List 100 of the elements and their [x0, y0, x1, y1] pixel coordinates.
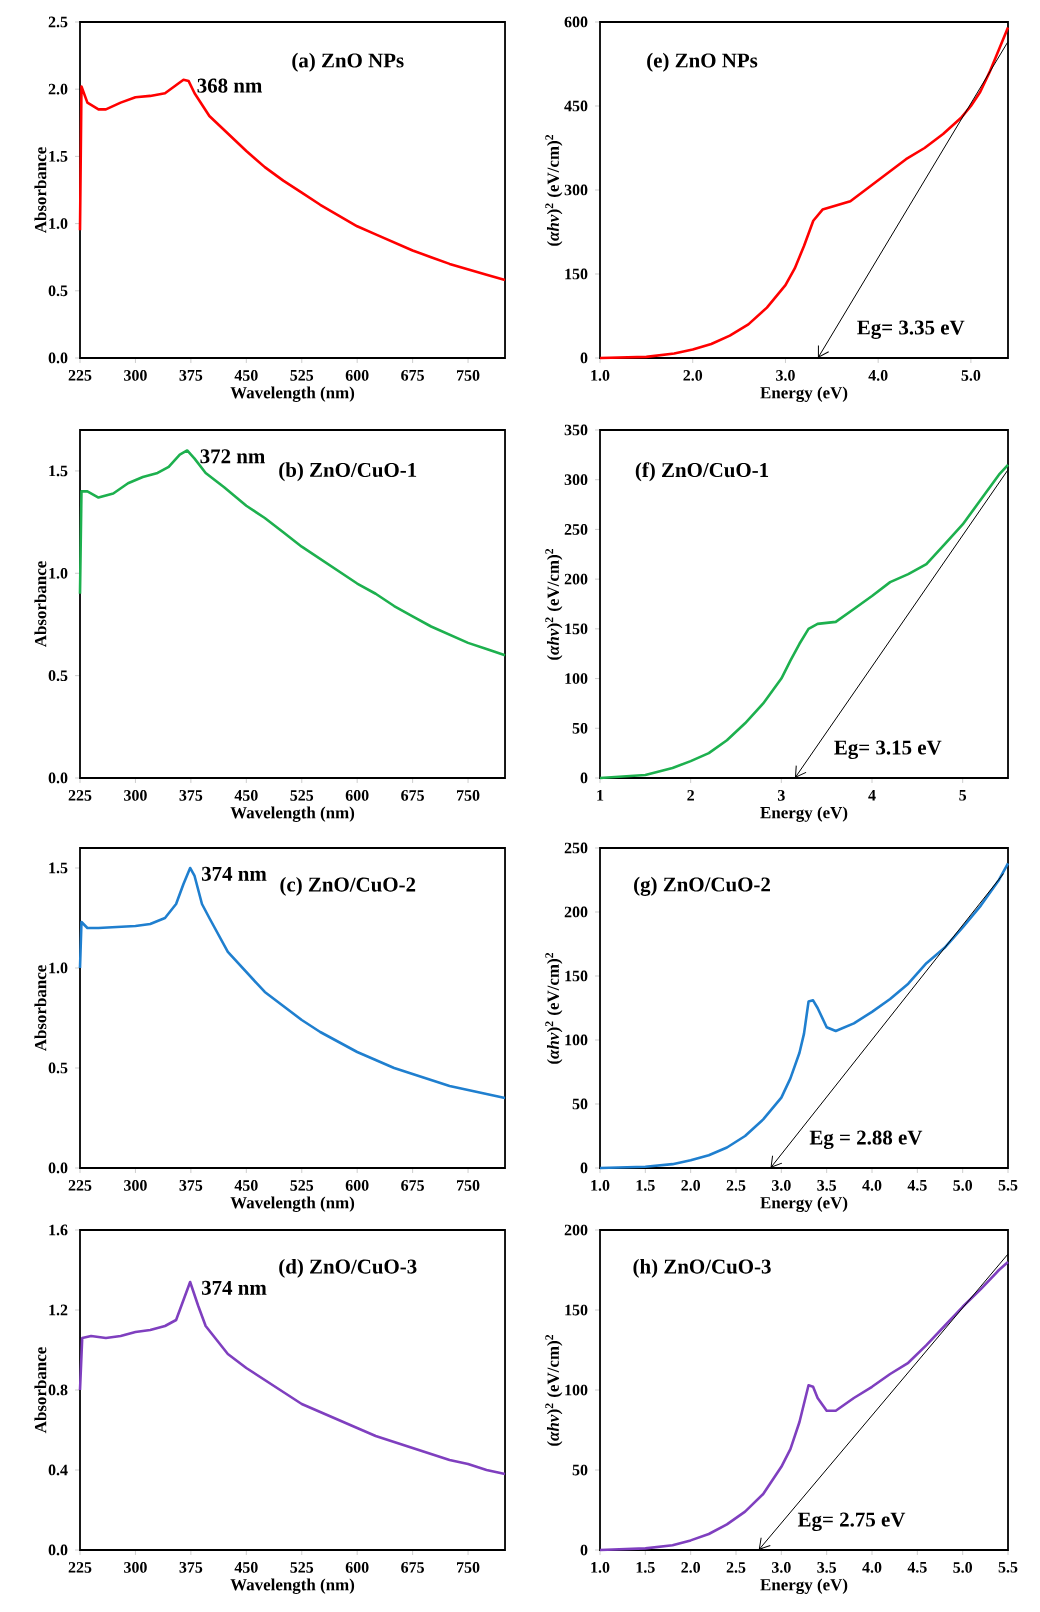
x-tick-label: 300 [124, 1562, 147, 1573]
y-tick-label: 0.8 [48, 1384, 68, 1396]
y-tick-label: 0 [580, 352, 588, 364]
line-series [598, 1260, 1010, 1552]
x-tick-label: 5.5 [998, 1562, 1018, 1573]
x-tick-label: 525 [290, 370, 314, 381]
annotation: Eg= 3.35 eV [857, 320, 965, 339]
y-axis-title: Absorbance [34, 147, 47, 234]
x-tick-label: 5.0 [961, 370, 981, 381]
x-axis-title: Wavelength (nm) [230, 1578, 355, 1594]
text: (g) ZnO/CuO-2 [634, 876, 770, 896]
x-tick-label: 300 [124, 790, 147, 801]
y-tick-label: 0.5 [48, 1062, 68, 1074]
x-tick-label: 600 [345, 1180, 369, 1191]
x-tick-label: 675 [401, 1562, 424, 1573]
x-tick-label: 375 [179, 370, 203, 381]
y-tick-label: 150 [565, 970, 588, 982]
x-tick-label: 225 [68, 1562, 92, 1573]
x-tick-label: 525 [290, 1562, 314, 1573]
y-tick-label: 450 [564, 100, 588, 112]
text: (d) ZnO/CuO-3 [279, 1258, 417, 1278]
y-tick-label: 0.0 [48, 1544, 68, 1556]
x-tick-label: 4 [868, 790, 876, 801]
x-tick-label: 225 [68, 370, 92, 381]
x-tick-label: 4.0 [862, 1562, 882, 1573]
x-tick-label: 5.0 [953, 1180, 973, 1191]
text: (h) ZnO/CuO-3 [633, 1258, 771, 1278]
y-tick-label: 150 [565, 623, 588, 635]
y-tick-label: 0.0 [48, 1162, 68, 1174]
y-tick-label: 100 [565, 1034, 588, 1046]
y-tick-label: 0 [580, 772, 588, 784]
y-tick-label: 100 [565, 673, 588, 684]
y-tick-label: 150 [565, 268, 588, 280]
y-axis-title: (αhν)$^{2}$ (eV/cm)$^{2}$ [545, 548, 563, 660]
y-tick-label: 100 [565, 1384, 588, 1396]
x-axis-title: Energy (eV) [760, 386, 848, 403]
x-tick-label: 375 [179, 790, 203, 801]
annotation: Eg= 2.75 eV [797, 1512, 906, 1532]
x-tick-label: 2.5 [726, 1562, 746, 1573]
y-tick-label: 600 [564, 16, 588, 28]
x-tick-label: 1.5 [636, 1180, 655, 1191]
y-tick-label: 0.5 [48, 670, 68, 682]
x-tick-label: 675 [401, 1180, 424, 1191]
y-tick-label: 50 [572, 1464, 588, 1476]
y-tick-label: 300 [564, 474, 588, 486]
annotation: Eg= 3.15 eV [834, 740, 942, 759]
y-tick-label: 0 [580, 1162, 588, 1174]
x-tick-label: 1.5 [636, 1562, 655, 1573]
x-tick-label: 3.0 [771, 1562, 791, 1573]
text: (c) ZnO/CuO-2 [280, 876, 416, 896]
x-tick-label: 2.0 [681, 1562, 701, 1573]
y-tick-label: 200 [564, 906, 588, 918]
x-tick-label: 750 [457, 1562, 480, 1573]
x-tick-label: 3.0 [776, 370, 795, 381]
x-tick-label: 2 [687, 790, 694, 801]
x-axis-title: Wavelength (nm) [230, 806, 355, 822]
x-tick-label: 300 [124, 370, 147, 381]
x-tick-label: 300 [124, 1180, 147, 1191]
y-tick-label: 1.0 [49, 567, 68, 579]
x-tick-label: 3 [777, 790, 785, 801]
x-tick-label: 1.0 [591, 370, 610, 381]
x-tick-label: 750 [457, 370, 480, 381]
y-tick-label: 50 [572, 1098, 588, 1110]
x-tick-label: 450 [234, 370, 258, 381]
text: (a) ZnO NPs [292, 52, 404, 72]
annotation: 372 nm [200, 449, 265, 464]
x-tick-label: 750 [457, 1180, 480, 1191]
y-axis-title: Absorbance [34, 561, 47, 648]
y-tick-label: 0.4 [48, 1464, 68, 1476]
y-tick-label: 1.6 [49, 1224, 68, 1236]
x-axis-title: Energy (eV) [760, 806, 848, 822]
y-tick-label: 1.2 [49, 1304, 68, 1316]
x-tick-label: 675 [401, 370, 424, 381]
y-tick-label: 200 [564, 573, 588, 585]
x-tick-label: 450 [234, 1562, 258, 1573]
x-axis-title: Wavelength (nm) [230, 386, 355, 402]
x-tick-label: 2.0 [681, 1180, 701, 1191]
x-tick-label: 4.0 [868, 370, 888, 381]
x-tick-label: 600 [345, 1562, 369, 1573]
x-tick-label: 375 [179, 1180, 203, 1191]
y-tick-label: 150 [565, 1304, 588, 1316]
x-tick-label: 225 [68, 1180, 92, 1191]
x-tick-label: 4.5 [907, 1562, 927, 1573]
y-axis-title: (αhν)$^{2}$ (eV/cm)$^{2}$ [545, 134, 563, 246]
x-tick-label: 5.5 [998, 1180, 1018, 1191]
y-tick-label: 250 [564, 842, 588, 854]
y-tick-label: 300 [564, 184, 588, 196]
x-tick-label: 1.0 [591, 1180, 610, 1191]
y-tick-label: 1.0 [49, 218, 68, 229]
x-tick-label: 3.0 [771, 1180, 791, 1191]
x-tick-label: 2.5 [726, 1180, 746, 1191]
y-tick-label: 1.5 [49, 862, 68, 874]
y-tick-label: 0.0 [48, 772, 68, 784]
annotation: 374 nm [201, 866, 267, 881]
y-tick-label: 2.5 [48, 16, 68, 28]
x-tick-label: 450 [234, 1180, 258, 1191]
annotation: 374 nm [201, 1280, 267, 1295]
x-tick-label: 600 [345, 370, 369, 381]
x-tick-label: 2.0 [683, 370, 703, 381]
annotation: Eg = 2.88 eV [809, 1130, 923, 1150]
